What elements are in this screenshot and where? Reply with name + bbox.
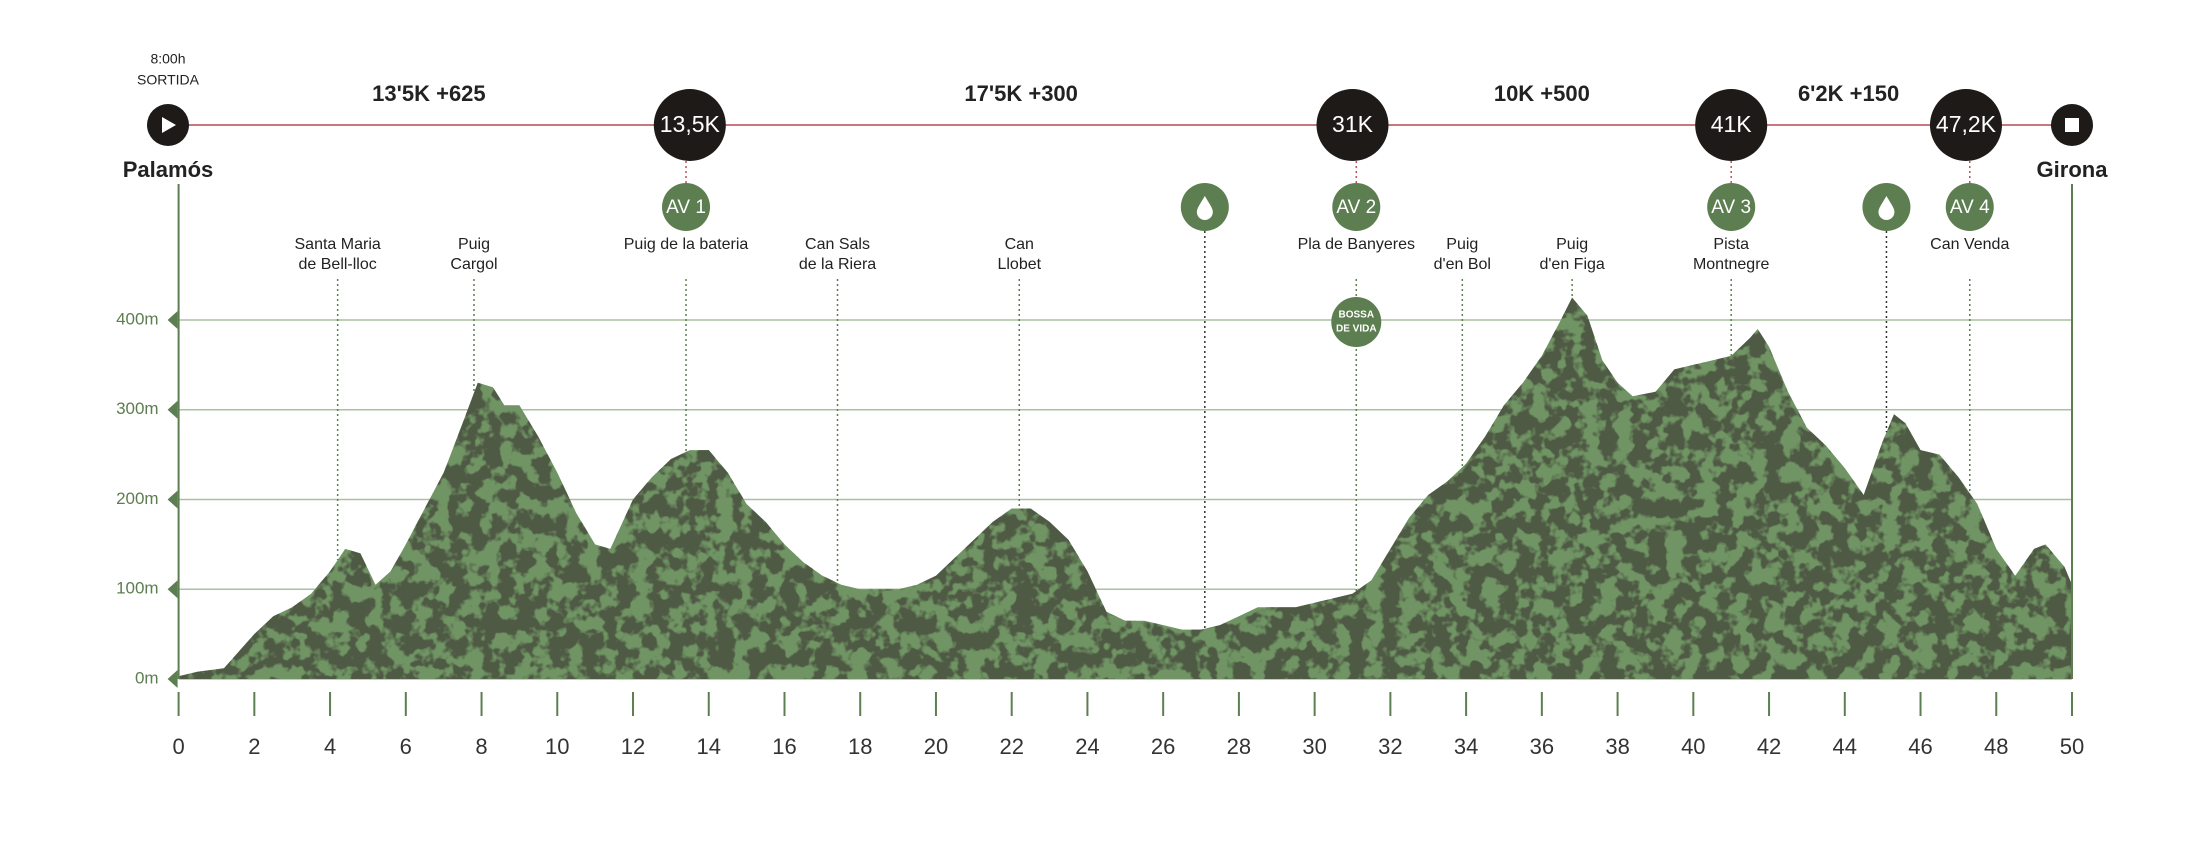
aid-station-label: AV 2	[1336, 197, 1376, 218]
x-tick-label: 8	[475, 734, 487, 759]
aid-station-label: AV 3	[1711, 197, 1751, 218]
y-tick-label: 400m	[116, 309, 159, 328]
checkpoint-label: 41K	[1711, 111, 1753, 137]
x-tick-label: 50	[2060, 734, 2084, 759]
checkpoint	[1316, 89, 1389, 161]
start-label: SORTIDA	[137, 72, 200, 88]
elevation-area	[178, 297, 2073, 679]
water-drop-icon	[1878, 196, 1895, 220]
water-drop-icon	[1196, 196, 1213, 220]
x-tick-label: 38	[1605, 734, 1629, 759]
place-label: Santa Maria	[295, 236, 381, 253]
place-label: Can Sals	[805, 236, 870, 253]
aid-station	[1332, 183, 1381, 231]
place-label: de la Riera	[799, 256, 876, 273]
x-tick-label: 48	[1984, 734, 2008, 759]
x-tick-label: 12	[621, 734, 645, 759]
y-tick-label: 300m	[116, 399, 159, 418]
checkpoint-label: 47,2K	[1936, 111, 1997, 137]
y-tick-mark	[167, 400, 178, 419]
place-label: Puig	[1446, 236, 1478, 253]
segment-label: 17'5K +300	[964, 81, 1078, 106]
x-tick-label: 2	[248, 734, 260, 759]
x-tick-label: 46	[1908, 734, 1932, 759]
x-tick-label: 10	[545, 734, 569, 759]
bag-label: BOSSA	[1339, 310, 1375, 321]
place-label: Can Venda	[1930, 236, 2009, 253]
x-tick-label: 34	[1454, 734, 1478, 759]
y-tick-label: 0m	[135, 668, 159, 687]
aid-station	[1707, 183, 1756, 231]
checkpoint-label: 13,5K	[660, 111, 721, 137]
x-tick-label: 18	[848, 734, 872, 759]
y-tick-mark	[167, 580, 178, 599]
y-tick-mark	[167, 670, 178, 688]
place-label: d'en Bol	[1434, 256, 1491, 273]
y-tick-label: 100m	[116, 579, 159, 598]
x-tick-label: 42	[1757, 734, 1781, 759]
place-label: Pista	[1713, 236, 1749, 253]
place-label: Montnegre	[1693, 256, 1770, 273]
x-tick-label: 26	[1151, 734, 1175, 759]
x-tick-label: 14	[697, 734, 721, 759]
x-tick-label: 0	[172, 734, 184, 759]
x-tick-label: 4	[324, 734, 336, 759]
x-tick-label: 44	[1833, 734, 1857, 759]
start-time: 8:00h	[150, 51, 185, 67]
aid-station	[662, 183, 711, 231]
aid-station-label: AV 1	[666, 197, 706, 218]
checkpoint-label: 31K	[1332, 111, 1374, 137]
checkpoint	[653, 89, 726, 161]
checkpoint	[1929, 89, 2002, 161]
x-tick-label: 32	[1378, 734, 1402, 759]
aid-station	[1945, 183, 1994, 231]
place-label: Llobet	[997, 256, 1041, 273]
bag-label: DE VIDA	[1336, 324, 1377, 335]
place-label: Puig de la bateria	[624, 236, 749, 253]
start-place: Palamós	[123, 157, 214, 182]
place-label: d'en Figa	[1539, 256, 1604, 273]
segment-label: 6'2K +150	[1798, 81, 1899, 106]
place-label: Cargol	[450, 256, 497, 273]
aid-station-label: AV 4	[1950, 197, 1990, 218]
x-tick-label: 6	[400, 734, 412, 759]
place-label: Can	[1005, 236, 1034, 253]
end-place: Girona	[2037, 157, 2109, 182]
checkpoint	[1695, 89, 1768, 161]
end-icon	[2065, 118, 2079, 132]
y-tick-mark	[167, 311, 178, 329]
x-tick-label: 22	[999, 734, 1023, 759]
place-label: Pla de Banyeres	[1298, 236, 1415, 253]
x-tick-label: 40	[1681, 734, 1705, 759]
place-label: Puig	[1556, 236, 1588, 253]
x-tick-label: 20	[924, 734, 948, 759]
x-tick-label: 30	[1302, 734, 1326, 759]
x-tick-label: 16	[772, 734, 796, 759]
segment-label: 10K +500	[1494, 81, 1590, 106]
x-tick-label: 36	[1530, 734, 1554, 759]
place-label: Puig	[458, 236, 490, 253]
bag-marker	[1331, 297, 1382, 347]
place-label: de Bell-lloc	[299, 256, 377, 273]
y-tick-mark	[167, 490, 178, 509]
x-tick-label: 28	[1227, 734, 1251, 759]
start-icon	[162, 117, 176, 133]
y-tick-label: 200m	[116, 489, 159, 508]
x-tick-label: 24	[1075, 734, 1099, 759]
segment-label: 13'5K +625	[372, 81, 486, 106]
